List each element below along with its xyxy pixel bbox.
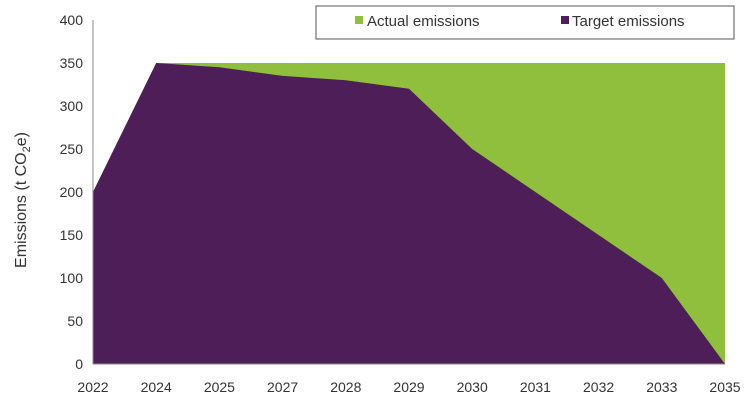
y-tick-label: 400	[60, 12, 84, 28]
legend-box	[315, 5, 735, 40]
y-tick-label: 300	[60, 98, 84, 114]
y-tick-label: 0	[75, 356, 83, 372]
x-tick-label: 2032	[583, 379, 614, 395]
y-axis-title-subscript: 2	[21, 146, 33, 152]
y-axis-title: Emissions (t CO2e)	[13, 132, 33, 268]
y-tick-label: 150	[60, 227, 84, 243]
x-tick-label: 2035	[709, 379, 740, 395]
area-target-emissions	[93, 63, 725, 364]
x-tick-label: 2028	[330, 379, 361, 395]
legend: Actual emissions Target emissions	[315, 5, 735, 40]
y-tick-label: 350	[60, 55, 84, 71]
x-tick-label: 2024	[141, 379, 172, 395]
x-axis-ticks: 2022 2024 2025 2027 2028 2029 2030 2031 2032 2033…	[77, 379, 740, 395]
y-tick-label: 50	[67, 313, 83, 329]
legend-swatch-actual	[355, 16, 363, 24]
legend-swatch-target	[561, 16, 569, 24]
plot-area	[92, 20, 725, 365]
x-tick-label: 2033	[646, 379, 677, 395]
y-tick-label: 250	[60, 141, 84, 157]
legend-label-actual: Actual emissions	[367, 13, 480, 30]
y-axis-title-end: e)	[13, 132, 30, 146]
x-tick-label: 2030	[457, 379, 488, 395]
y-tick-label: 100	[60, 270, 84, 286]
x-tick-label: 2031	[520, 379, 551, 395]
y-axis-ticks: 0 50 100 150 200 250 300 350 400	[60, 12, 84, 372]
y-axis-title-main: Emissions (t CO	[13, 152, 30, 268]
x-tick-label: 2027	[267, 379, 298, 395]
x-tick-label: 2025	[204, 379, 235, 395]
x-tick-label: 2029	[393, 379, 424, 395]
x-tick-label: 2022	[77, 379, 108, 395]
y-tick-label: 200	[60, 184, 84, 200]
legend-label-target: Target emissions	[572, 13, 685, 30]
